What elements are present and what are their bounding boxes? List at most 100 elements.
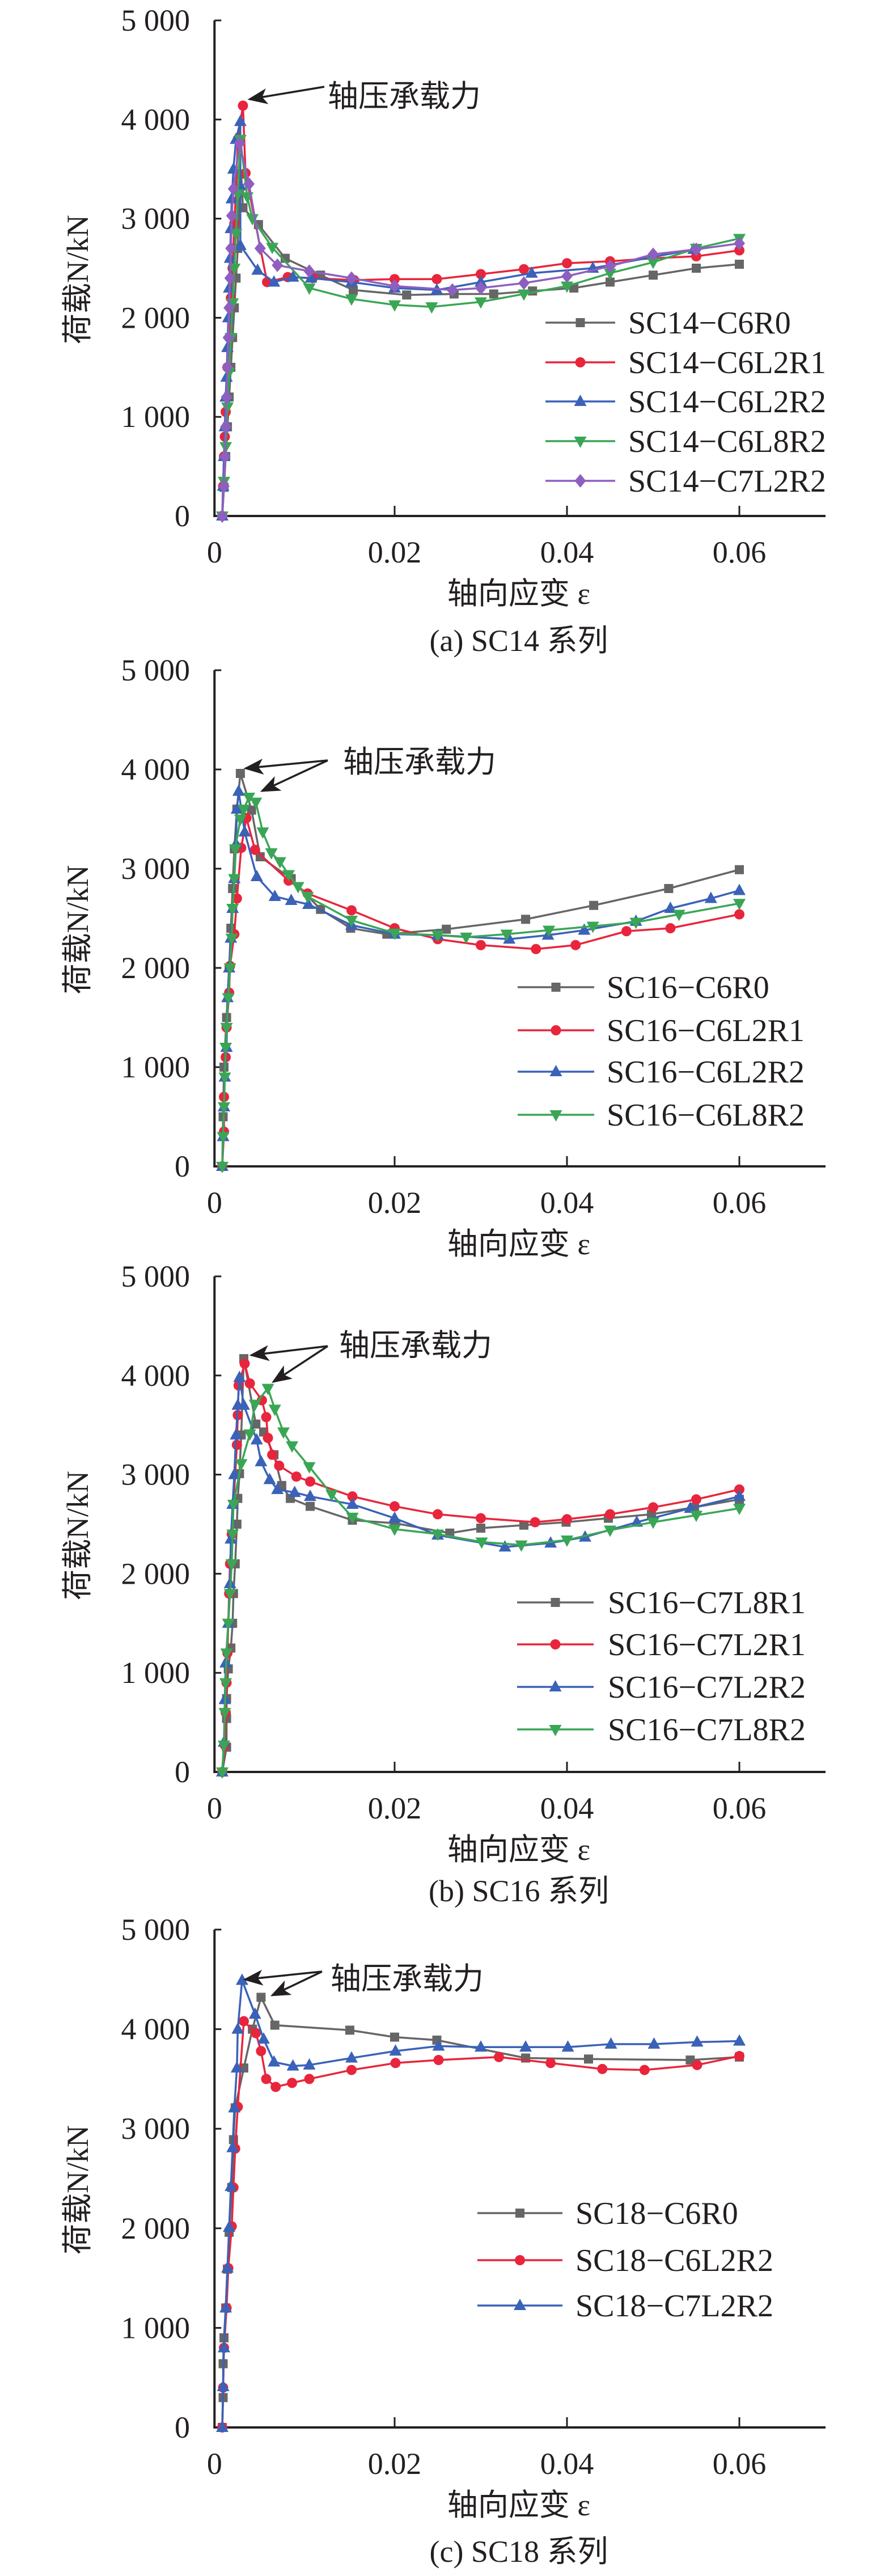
y-tick-label: 0 [175,499,190,533]
data-point [665,923,676,933]
diamond-marker-icon [574,474,586,488]
data-point [230,229,243,240]
data-point [225,933,238,945]
arrow-icon [243,759,328,775]
data-point [287,2078,298,2088]
data-point [222,360,234,374]
y-tick-label: 5 000 [121,653,191,687]
data-point [233,1371,246,1382]
data-point [225,1559,238,1571]
data-point [280,253,290,263]
data-point [388,1524,401,1536]
data-point [521,915,531,924]
data-point [221,402,234,414]
legend: SC18−C6R0 SC18−C6L2R2 SC18−C7L2R2 [477,2196,773,2324]
data-point [346,905,357,916]
y-tick-label: 0 [175,1755,190,1789]
data-point [346,1512,359,1524]
legend-item: SC16−C7L8R2 [517,1712,806,1748]
figure-caption: (a) SC14 系列 [430,624,608,658]
data-point [561,281,573,293]
data-point [305,1476,316,1487]
data-point [690,1511,702,1522]
legend-item: SC16−C6R0 [518,970,769,1005]
y-tick-label: 5 000 [121,1259,191,1293]
legend-label: SC16−C6L8R2 [607,1098,805,1133]
y-tick-label: 3 000 [121,2112,191,2146]
data-point [286,2059,299,2071]
triangle-down-marker-icon [574,437,587,448]
data-point [256,1993,266,2002]
data-point [250,870,263,881]
data-point [578,923,591,935]
data-point [272,258,283,272]
y-tick-label: 2 000 [121,301,191,335]
data-point [273,857,286,869]
chart-panel-0: 0 1 000 2 000 3 000 4 000 5 000 0 0.02 0.04 0.06 轴… [61,3,826,658]
x-tick-label: 0 [207,2447,222,2481]
data-point [390,1501,400,1512]
x-axis-title: 轴向应变 ε [447,2488,590,2522]
data-point [216,2421,228,2432]
chart-panel-3: 0 1 000 2 000 3 000 4 000 5 000 0 0.02 0.04 0.06 轴… [61,1913,826,2569]
data-point [446,283,458,297]
y-tick-label: 1 000 [121,1656,191,1690]
data-point [629,917,642,929]
x-tick-label: 0 [207,1791,222,1825]
data-point [226,1529,239,1541]
data-point [270,2020,280,2030]
data-point [691,2035,704,2047]
x-tick-label: 0.04 [540,2447,594,2481]
data-point [230,802,243,814]
legend-label: SC14−C7L2R2 [628,464,826,499]
data-point [218,1072,231,1084]
data-point [389,2044,402,2056]
legend-label: SC16−C7L8R1 [608,1585,806,1621]
data-point [217,2380,230,2392]
data-point [606,277,615,287]
data-point [515,1540,528,1552]
data-point [225,1532,238,1544]
data-point [672,910,685,921]
data-point [238,1398,250,1410]
data-point [733,1504,746,1516]
chart-panel-2: 0 1 000 2 000 3 000 4 000 5 000 0 0.02 0.04 0.06 轴… [61,1259,826,1908]
arrow-icon [243,1969,323,1986]
data-point [221,2261,234,2273]
data-point [232,784,245,796]
y-axis-title: 荷载N/kN [61,865,95,995]
data-point [735,865,744,874]
data-point [733,883,746,895]
data-point [531,944,541,954]
data-point [431,274,442,285]
data-point [562,258,572,269]
data-point [247,805,256,815]
data-point [503,932,516,944]
square-marker-icon [551,1598,560,1607]
y-tick-label: 4 000 [121,1359,191,1393]
data-point [604,259,616,273]
circle-marker-icon [550,1639,561,1649]
data-point [255,852,265,861]
arrow-icon [247,86,325,104]
legend-item: SC14−C6L2R2 [545,384,826,420]
data-point [277,1427,290,1439]
data-point [475,281,486,295]
series-line [221,796,740,1167]
data-point [518,289,530,301]
data-point [234,136,246,150]
circle-marker-icon [515,2255,525,2265]
data-point [734,2051,744,2062]
data-point [221,390,232,404]
data-point [235,769,245,778]
data-point [255,1454,268,1466]
data-point [286,1441,299,1453]
data-point [222,331,234,345]
data-point [388,300,401,312]
data-point [433,2055,444,2066]
y-tick-label: 2 000 [121,951,191,985]
data-point [228,2101,241,2113]
data-point [218,1708,231,1720]
